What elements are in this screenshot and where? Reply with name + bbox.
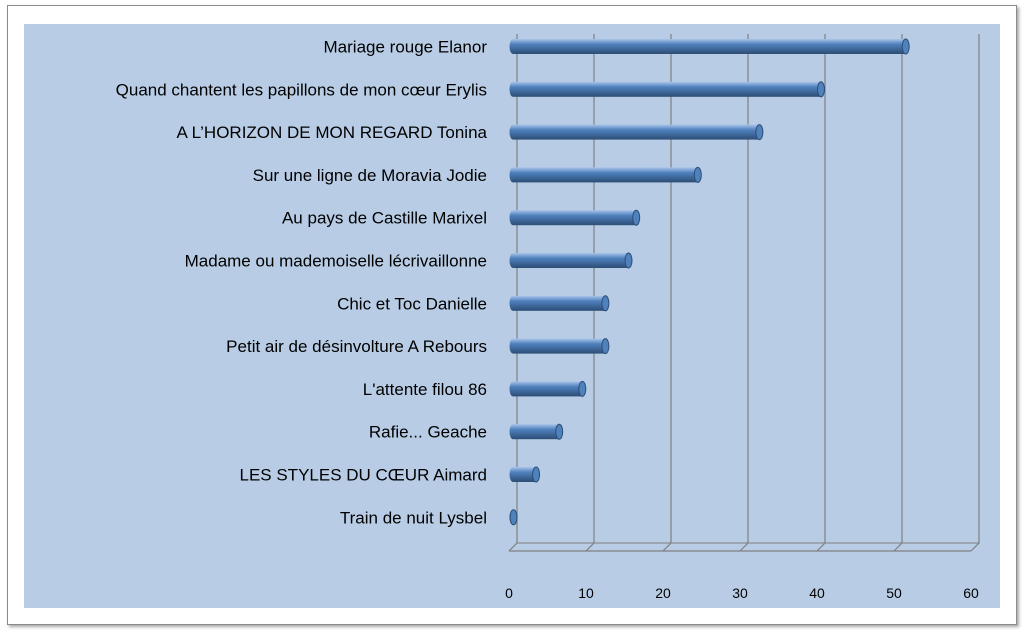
bar	[509, 38, 910, 55]
x-tick-label: 60	[963, 585, 979, 601]
category-label: Quand chantent les papillons de mon cœur…	[116, 80, 487, 99]
x-tick-labels: 0 10 20 30 40 50 60	[505, 585, 979, 601]
x-tick-label: 30	[732, 585, 748, 601]
category-label: Petit air de désinvolture A Rebours	[226, 337, 487, 356]
category-labels: Mariage rouge Elanor Quand chantent les p…	[116, 38, 488, 528]
bars	[509, 38, 910, 526]
bar	[509, 423, 564, 440]
bar	[509, 466, 541, 483]
bar	[509, 295, 610, 312]
bar	[509, 166, 702, 183]
category-label: A L’HORIZON DE MON REGARD Tonina	[177, 123, 488, 142]
category-label: L'attente filou 86	[363, 380, 487, 399]
category-label: Chic et Toc Danielle	[337, 294, 487, 313]
x-tick-label: 50	[886, 585, 902, 601]
bar	[509, 209, 641, 226]
category-label: Mariage rouge Elanor	[324, 38, 488, 57]
category-label: LES STYLES DU CŒUR Aimard	[239, 466, 487, 485]
bar	[509, 81, 825, 98]
bar	[509, 124, 764, 141]
bar	[509, 380, 587, 397]
category-label: Rafie... Geache	[369, 423, 487, 442]
category-label: Madame ou mademoiselle lécrivaillonne	[185, 252, 487, 271]
chart-frame: Mariage rouge Elanor Quand chantent les p…	[7, 5, 1017, 625]
x-tick-label: 0	[505, 585, 513, 601]
x-tick-label: 10	[578, 585, 594, 601]
bar	[509, 509, 518, 526]
x-tick-label: 40	[809, 585, 825, 601]
x-tick-label: 20	[655, 585, 671, 601]
bar	[509, 338, 610, 355]
category-label: Sur une ligne de Moravia Jodie	[253, 166, 487, 185]
bar	[509, 252, 633, 269]
category-label: Train de nuit Lysbel	[340, 508, 487, 527]
bar-chart: Mariage rouge Elanor Quand chantent les p…	[24, 24, 1000, 608]
grid-lines	[508, 34, 980, 552]
category-label: Au pays de Castille Marixel	[282, 209, 487, 228]
